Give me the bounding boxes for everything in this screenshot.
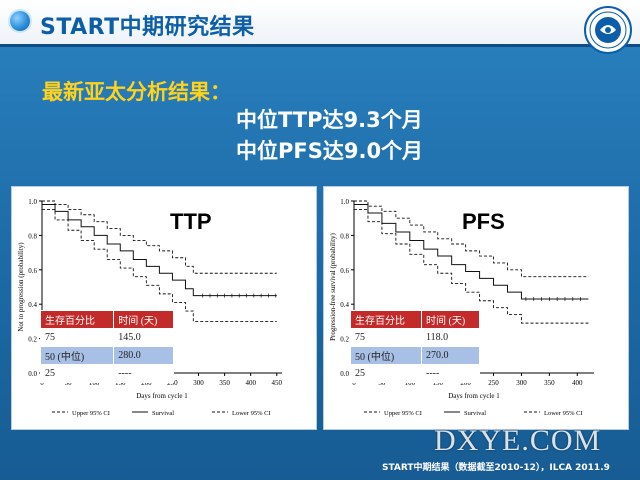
x-tick-label: 50 (65, 379, 73, 387)
ttp-chart: 0.0 0.2 0.4 0.6 0.8 1.0 0 50 100 150 200 250 300 350 4… (17, 198, 283, 417)
legend-label: Lower 95% CI (232, 410, 271, 417)
pfs-chart-panel: 0.0 0.2 0.4 0.6 0.8 1.0 0 50 100 150 200 250 300 350 4… (324, 187, 628, 429)
table-cell: 25 (349, 364, 423, 383)
median-pfs-text: 中位PFS达9.0个月 (236, 139, 424, 163)
x-tick-label: 450 (272, 379, 283, 387)
header-bar: START中期研究结果 (0, 0, 640, 54)
table-row: 25 ---- (349, 364, 480, 383)
x-tick-label: 300 (516, 379, 527, 387)
table-cell: 280.0 (113, 346, 174, 365)
y-tick-label: 0.0 (28, 370, 37, 378)
series-survival (42, 203, 277, 297)
pfs-chart: 0.0 0.2 0.4 0.6 0.8 1.0 0 50 100 150 200 250 300 350 4… (329, 198, 594, 417)
x-tick-label: 100 (405, 379, 416, 387)
table-cell: ---- (421, 364, 480, 383)
table-cell: 25 (39, 364, 115, 383)
subtitle: 最新亚太分析结果： (42, 80, 231, 104)
x-tick-label: 0 (40, 379, 44, 387)
legend-label: Survival (464, 410, 486, 417)
x-tick-label: 200 (141, 379, 152, 387)
table-row: 50 (中位) 270.0 (349, 346, 480, 365)
table-row: 75 145.0 (39, 328, 174, 347)
x-tick-label: 0 (352, 379, 356, 387)
footer-citation: START中期结果（数据截至2010-12），ILCA 2011.9 (382, 463, 610, 473)
legend-label: Survival (152, 410, 174, 417)
series-survival (354, 203, 589, 300)
y-tick-label: 0.2 (340, 336, 349, 344)
legend-label: Upper 95% CI (384, 410, 422, 417)
table-header: 时间 (天) (421, 310, 480, 329)
x-tick-label: 150 (432, 379, 443, 387)
legend-label: Lower 95% CI (544, 410, 583, 417)
table-cell: 50 (中位) (349, 346, 423, 365)
x-tick-label: 350 (219, 379, 230, 387)
x-axis-label: Days from cycle 1 (448, 392, 500, 400)
ttp-chart-panel: 0.0 0.2 0.4 0.6 0.8 1.0 0 50 100 150 200 250 300 350 4… (12, 187, 316, 429)
table-header: 生存百分比 (39, 310, 115, 329)
table-row: 75 118.0 (349, 328, 480, 347)
table-header: 生存百分比 (349, 310, 423, 329)
legend-label: Upper 95% CI (72, 410, 110, 417)
x-tick-label: 350 (544, 379, 555, 387)
median-ttp-text: 中位TTP达9.3个月 (236, 108, 423, 132)
table-cell: 118.0 (421, 328, 480, 347)
table-cell: 145.0 (113, 328, 174, 347)
x-tick-label: 300 (193, 379, 204, 387)
series-lower-95-ci (354, 209, 589, 324)
y-tick-label: 1.0 (340, 198, 349, 206)
series-upper-95-ci (354, 200, 589, 278)
series-upper-95-ci (42, 200, 277, 274)
y-tick-label: 0.8 (340, 232, 349, 240)
y-tick-label: 1.0 (28, 198, 37, 206)
x-axis-label: Days from cycle 1 (136, 392, 188, 400)
society-logo (584, 6, 632, 54)
table-cell: ---- (113, 364, 174, 383)
y-axis-label: Progression-free survival (probability) (329, 232, 337, 340)
pfs-label: PFS (462, 209, 505, 234)
y-tick-label: 0.0 (340, 370, 349, 378)
x-tick-label: 250 (167, 379, 178, 387)
y-tick-label: 0.4 (28, 301, 37, 309)
table-cell: 75 (39, 328, 115, 347)
ttp-label: TTP (170, 209, 212, 234)
x-tick-label: 250 (488, 379, 499, 387)
table-header: 时间 (天) (113, 310, 174, 329)
series-lower-95-ci (42, 209, 277, 322)
table-row: 50 (中位) 280.0 (39, 346, 174, 365)
bullet-icon (10, 11, 30, 31)
y-tick-label: 0.8 (28, 232, 37, 240)
y-tick-label: 0.4 (340, 301, 349, 309)
table-cell: 75 (349, 328, 423, 347)
table-row: 25 ---- (39, 364, 174, 383)
watermark: DXYE.COM (434, 424, 602, 457)
pfs-survival-table: 生存百分比 时间 (天) 75 118.0 50 (中位) 270.0 25 -… (349, 310, 480, 383)
ttp-survival-table: 生存百分比 时间 (天) 75 145.0 50 (中位) 280.0 25 -… (39, 310, 174, 383)
y-tick-label: 0.6 (340, 267, 349, 275)
x-tick-label: 400 (572, 379, 583, 387)
x-tick-label: 400 (245, 379, 256, 387)
x-tick-label: 150 (115, 379, 126, 387)
x-tick-label: 100 (89, 379, 100, 387)
y-tick-label: 0.2 (28, 336, 37, 344)
page-title: START中期研究结果 (40, 15, 255, 40)
table-cell: 50 (中位) (39, 346, 115, 365)
table-cell: 270.0 (421, 346, 480, 365)
x-tick-label: 200 (460, 379, 471, 387)
y-tick-label: 0.6 (28, 267, 37, 275)
y-axis-label: Not to progression (probability) (17, 242, 25, 332)
x-tick-label: 50 (378, 379, 386, 387)
